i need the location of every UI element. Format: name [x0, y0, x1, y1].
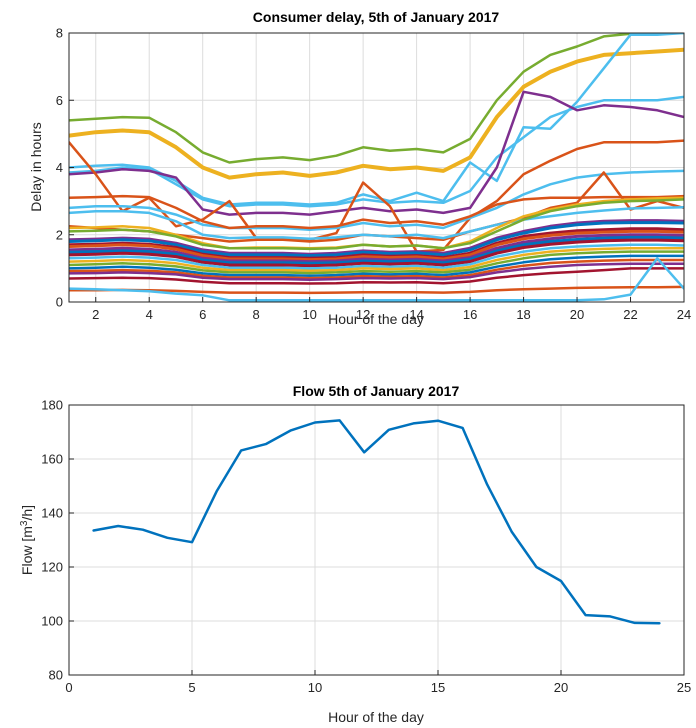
delay-series-line-20 — [69, 243, 684, 270]
delay-x-tick-label: 14 — [409, 307, 423, 322]
delay-series-line-19 — [69, 238, 684, 268]
delay-series-line-5 — [69, 90, 684, 216]
delay-series-line-21 — [69, 246, 684, 272]
delay-y-tick-label: 4 — [56, 160, 63, 175]
flow-series-group — [92, 419, 661, 625]
delay-y-tick-label: 2 — [56, 227, 63, 242]
flow-y-tick-label: 80 — [49, 668, 63, 683]
delay-series-line-22 — [69, 250, 684, 275]
delay-y-axis-label: Delay in hours — [28, 122, 44, 212]
flow-chart-title: Flow 5th of January 2017 — [293, 383, 460, 399]
delay-x-tick-label: 12 — [356, 307, 370, 322]
delay-x-tick-label: 8 — [253, 307, 260, 322]
delay-y-tick-label: 6 — [56, 93, 63, 108]
delay-series-group — [69, 33, 684, 302]
delay-x-tick-label: 16 — [463, 307, 477, 322]
flow-x-tick-label: 5 — [188, 680, 195, 695]
delay-x-tick-label: 24 — [677, 307, 691, 322]
flow-y-tick-label: 160 — [41, 452, 63, 467]
flow-x-tick-label: 15 — [431, 680, 445, 695]
delay-x-tick-label: 2 — [92, 307, 99, 322]
flow-chart: 0 5 10 15 20 25 80 100 120 140 160 180 Flow 5th of … — [19, 383, 692, 725]
flow-y-tick-label: 120 — [41, 560, 63, 575]
flow-y-tick-label: 180 — [41, 398, 63, 413]
delay-series-line-2 — [69, 47, 684, 180]
delay-x-tick-label: 18 — [516, 307, 530, 322]
flow-y-label-sup: 3 — [19, 520, 30, 526]
flow-y-axis-label: Flow [m3/h] — [19, 505, 36, 575]
flow-x-tick-label: 20 — [554, 680, 568, 695]
flow-plot-frame — [68, 404, 685, 676]
flow-series-line-1 — [92, 419, 661, 625]
delay-series-line-3 — [69, 33, 684, 206]
delay-series-line-17 — [69, 233, 684, 264]
delay-x-axis-label: Hour of the day — [328, 311, 424, 327]
delay-series-line-27 — [69, 285, 684, 295]
delay-series-line-18 — [69, 235, 684, 265]
delay-series-line-6 — [69, 139, 684, 253]
flow-x-tick-label: 25 — [677, 680, 691, 695]
delay-series-line-16 — [69, 229, 684, 262]
delay-y-tick-label: 8 — [56, 26, 63, 41]
flow-ticks: 0 5 10 15 20 25 80 100 120 140 160 180 — [41, 398, 691, 696]
delay-chart-title: Consumer delay, 5th of January 2017 — [253, 9, 500, 25]
flow-y-tick-label: 100 — [41, 614, 63, 629]
delay-series-line-25 — [69, 262, 684, 282]
delay-x-tick-label: 6 — [199, 307, 206, 322]
delay-x-tick-label: 4 — [146, 307, 153, 322]
delay-series-line-12 — [69, 198, 684, 251]
delay-x-tick-label: 10 — [302, 307, 316, 322]
delay-series-line-7 — [69, 169, 684, 231]
flow-x-axis-label: Hour of the day — [328, 709, 424, 725]
delay-series-line-23 — [69, 254, 684, 278]
delay-series-line-24 — [69, 258, 684, 280]
flow-y-tick-label: 140 — [41, 506, 63, 521]
delay-series-line-4 — [69, 95, 684, 208]
flow-y-label-base: Flow [m — [19, 526, 35, 575]
flow-x-tick-label: 0 — [65, 680, 72, 695]
flow-x-tick-label: 10 — [308, 680, 322, 695]
delay-y-tick-label: 0 — [56, 295, 63, 310]
delay-series-line-1 — [69, 33, 684, 164]
delay-x-tick-label: 22 — [623, 307, 637, 322]
delay-series-line-14 — [69, 221, 684, 258]
delay-x-tick-label: 20 — [570, 307, 584, 322]
delay-series-line-10 — [69, 205, 684, 241]
delay-series-line-26 — [69, 267, 684, 285]
flow-y-label-tail: /h] — [19, 505, 35, 521]
delay-series-line-28 — [69, 257, 684, 302]
